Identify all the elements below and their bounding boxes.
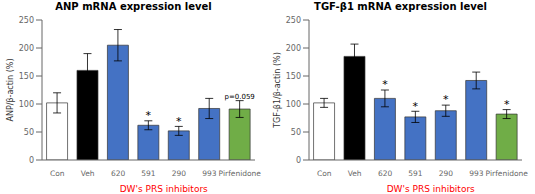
svg-text:290: 290 — [172, 169, 187, 178]
svg-text:*: * — [443, 93, 449, 106]
svg-text:200: 200 — [286, 44, 301, 53]
svg-text:620: 620 — [378, 169, 393, 178]
svg-text:Veh: Veh — [81, 169, 95, 178]
svg-text:Pirfenidone: Pirfenidone — [486, 169, 527, 178]
svg-text:TGF-β1/β-actin (%): TGF-β1/β-actin (%) — [273, 52, 282, 129]
svg-text:591: 591 — [408, 169, 423, 178]
svg-text:p=0.059: p=0.059 — [224, 93, 254, 101]
svg-text:DW's PRS inhibitors: DW's PRS inhibitors — [120, 184, 208, 194]
svg-text:*: * — [504, 98, 510, 111]
svg-text:250: 250 — [19, 16, 34, 25]
svg-text:*: * — [413, 100, 419, 113]
svg-text:*: * — [382, 78, 388, 91]
html-text:ANP mRNA expression level: ANP mRNA expression level — [55, 1, 212, 12]
svg-text:*: * — [176, 115, 182, 128]
svg-text:150: 150 — [286, 72, 301, 81]
svg-text:620: 620 — [111, 169, 126, 178]
svg-text:DW's PRS inhibitors: DW's PRS inhibitors — [387, 184, 475, 194]
svg-text:100: 100 — [286, 100, 301, 109]
svg-text:250: 250 — [286, 16, 301, 25]
svg-text:591: 591 — [141, 169, 156, 178]
svg-text:Con: Con — [317, 169, 332, 178]
svg-text:150: 150 — [19, 72, 34, 81]
svg-text:200: 200 — [19, 44, 34, 53]
svg-text:993: 993 — [202, 169, 217, 178]
svg-text:Pirfenidone: Pirfenidone — [219, 169, 262, 178]
svg-text:993: 993 — [469, 169, 484, 178]
svg-text:ANP/β-actin (%): ANP/β-actin (%) — [8, 58, 15, 121]
svg-text:Veh: Veh — [348, 169, 362, 178]
svg-text:100: 100 — [19, 100, 34, 109]
svg-text:290: 290 — [439, 169, 454, 178]
html-text:TGF-β1 mRNA expression level: TGF-β1 mRNA expression level — [314, 1, 487, 12]
svg-text:50: 50 — [291, 128, 301, 137]
svg-text:0: 0 — [29, 156, 34, 165]
svg-text:*: * — [146, 109, 152, 122]
svg-text:50: 50 — [24, 128, 34, 137]
svg-text:0: 0 — [296, 156, 301, 165]
svg-text:Con: Con — [50, 169, 65, 178]
